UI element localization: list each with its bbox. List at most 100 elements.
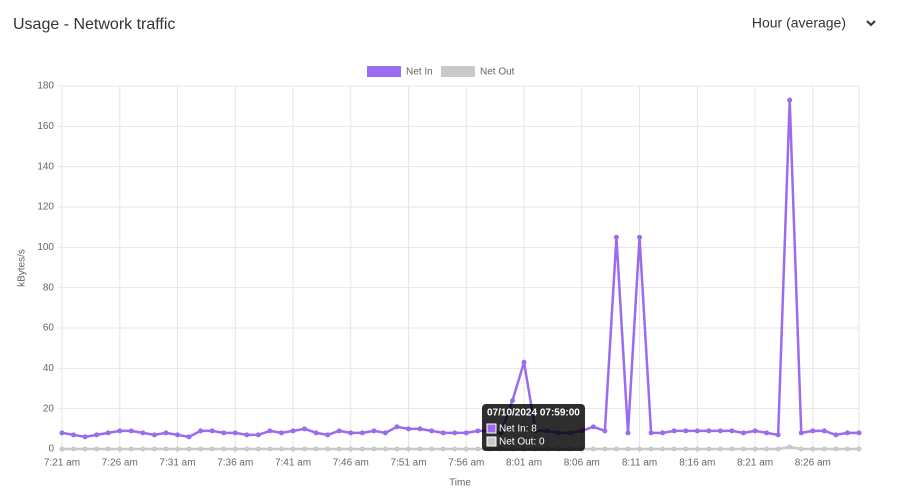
point [198,446,204,452]
point [151,432,157,438]
point [394,446,400,452]
point [694,428,700,434]
point [417,426,423,432]
x-tick-label: 8:26 am [795,458,831,469]
point [348,430,354,436]
point [117,446,123,452]
x-tick-label: 7:31 am [159,458,195,469]
point [475,446,481,452]
point [844,446,850,452]
y-tick-label: 100 [37,242,54,253]
point [394,424,400,430]
x-axis-label: Time [449,478,471,489]
point [463,430,469,436]
point [105,446,111,452]
point [764,430,770,436]
point [313,430,319,436]
point [406,446,412,452]
y-tick-label: 0 [48,444,54,455]
point [140,430,146,436]
point [475,428,481,434]
point [151,446,157,452]
point [209,446,215,452]
point [521,359,527,365]
point [313,446,319,452]
point [671,428,677,434]
tooltip-swatch [486,436,497,447]
point [752,446,758,452]
point [637,234,643,240]
y-tick-label: 40 [43,363,55,374]
point [660,446,666,452]
y-tick-label: 20 [43,403,55,414]
point [290,446,296,452]
point [278,446,284,452]
point [844,430,850,436]
point [602,428,608,434]
point [637,446,643,452]
point [821,446,827,452]
point [729,428,735,434]
point [186,434,192,440]
x-tick-label: 8:06 am [564,458,600,469]
point [59,446,65,452]
point [417,446,423,452]
point [440,446,446,452]
point [625,430,631,436]
point [429,428,435,434]
point [775,446,781,452]
point [660,430,666,436]
point [798,430,804,436]
point [348,446,354,452]
point [128,428,134,434]
legend-label: Net In [406,67,433,78]
line [62,445,859,451]
point [278,430,284,436]
point [105,430,111,436]
tooltip-title: 07/10/2024 07:59:00 [487,408,580,419]
point [625,446,631,452]
point [729,446,735,452]
point [706,446,712,452]
chevron[interactable] [866,20,876,27]
point [775,432,781,438]
point [613,446,619,452]
x-tick-label: 7:26 am [102,458,138,469]
point [325,432,331,438]
point [429,446,435,452]
point [221,446,227,452]
legend-label: Net Out [480,67,515,78]
x-tick-label: 8:01 am [506,458,542,469]
y-tick-label: 160 [37,121,54,132]
x-tick-label: 8:16 am [679,458,715,469]
point [117,428,123,434]
legend-swatch [367,66,401,77]
tooltip-swatch [486,423,497,434]
point [267,428,273,434]
point [463,446,469,452]
point [94,432,100,438]
dropdown[interactable]: Hour (average) [752,15,846,31]
point [764,446,770,452]
tooltip [482,404,585,451]
point [740,430,746,436]
point [59,430,65,436]
x-tick-label: 8:11 am [622,458,657,469]
point [336,428,342,434]
point [140,446,146,452]
x-tick-label: 7:36 am [217,458,253,469]
y-axis-label: kBytes/s [17,249,28,287]
point [833,446,839,452]
y-tick-label: 140 [37,161,54,172]
point [163,446,169,452]
panel-title: Usage - Network traffic [13,16,175,33]
point [798,446,804,452]
point [244,432,250,438]
point [71,432,77,438]
point [717,446,723,452]
point [810,446,816,452]
point [255,446,261,452]
point [82,434,88,440]
